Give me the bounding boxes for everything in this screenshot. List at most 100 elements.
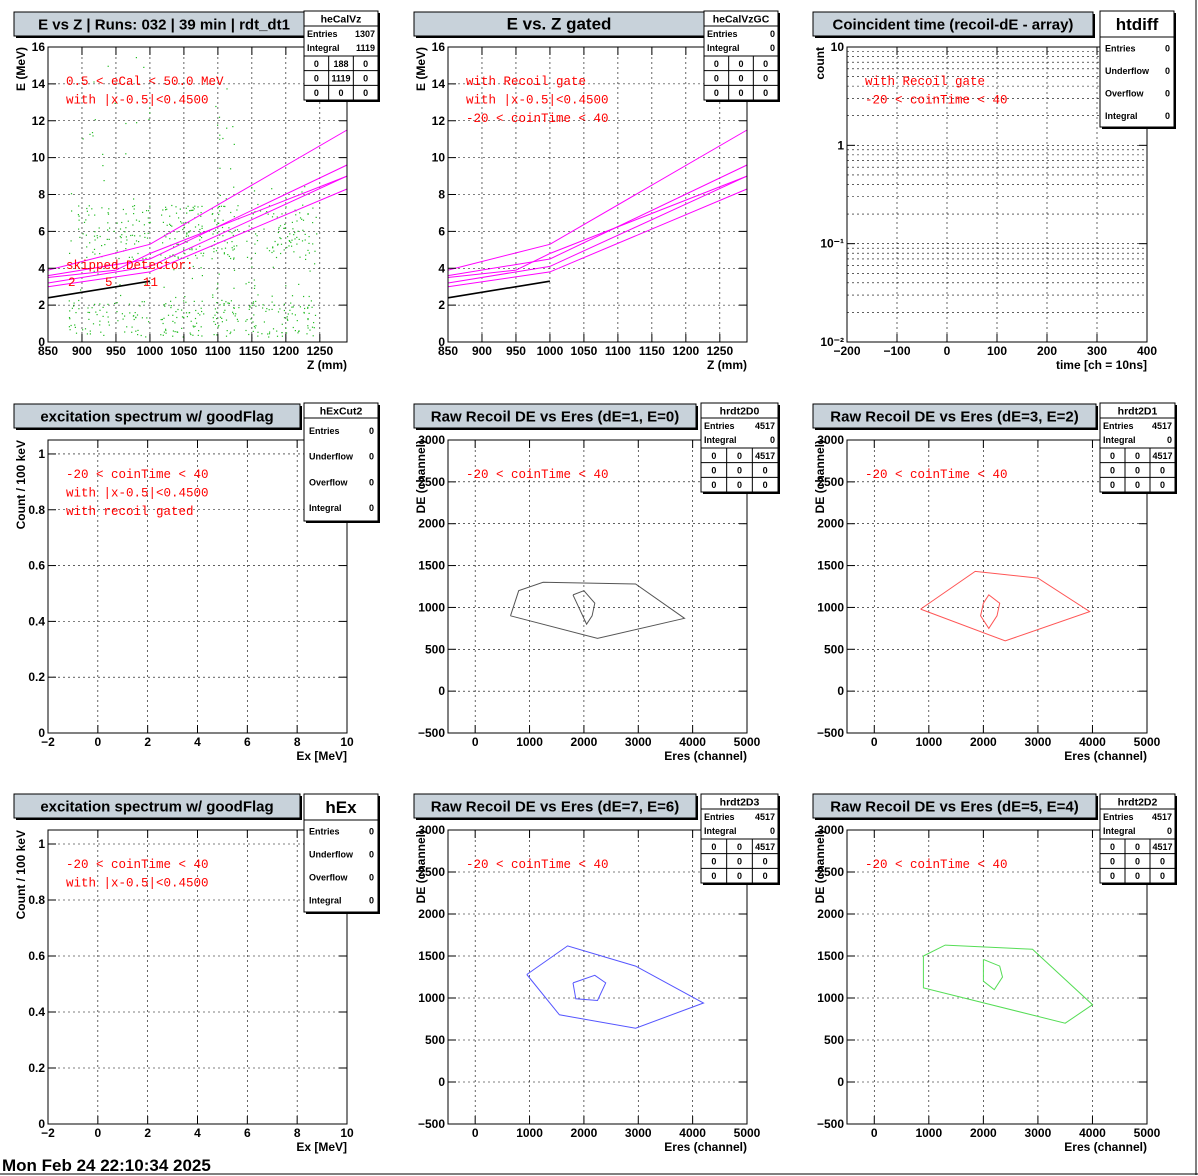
scatter-point	[285, 198, 287, 200]
annotation-text: with |x-0.5|<0.4500	[66, 877, 209, 891]
scatter-point	[281, 335, 283, 337]
scatter-point	[149, 221, 151, 223]
scatter-point	[223, 311, 225, 313]
scatter-point	[305, 254, 307, 256]
series-line-1	[47, 129, 348, 271]
annotation-text: with |x-0.5|<0.4500	[66, 487, 209, 501]
y-tick-label: 3000	[418, 433, 445, 447]
scatter-point	[249, 305, 251, 307]
x-tick-label: 1200	[672, 344, 699, 358]
scatter-point	[167, 314, 170, 316]
scatter-point	[238, 307, 240, 309]
scatter-point	[107, 222, 109, 224]
stats-cell: 0	[1135, 871, 1140, 881]
stats-cell: 0	[711, 842, 716, 852]
chart-title-box: E vs. Z gated	[413, 11, 706, 38]
scatter-point	[283, 227, 285, 229]
stats-label: Integral	[1103, 435, 1136, 445]
y-tick-label: 8	[38, 188, 45, 202]
scatter-point	[201, 300, 203, 302]
scatter-point	[284, 223, 286, 225]
y-tick-label: 10⁻¹	[820, 237, 844, 251]
scatter-point	[268, 333, 271, 335]
x-tick-label: 2000	[571, 1126, 598, 1140]
scatter-point	[217, 283, 219, 285]
scatter-point	[276, 330, 278, 332]
scatter-point	[177, 308, 179, 311]
y-tick-label: 2000	[418, 907, 445, 921]
scatter-point	[138, 220, 140, 222]
scatter-point	[195, 309, 197, 312]
y-tick-label: 1000	[817, 600, 844, 614]
scatter-point	[165, 329, 167, 332]
scatter-point	[266, 308, 268, 310]
series-line-2	[572, 590, 596, 626]
scatter-point	[166, 224, 168, 226]
scatter-point	[91, 307, 93, 309]
scatter-point	[74, 326, 76, 328]
scatter-point	[190, 333, 192, 336]
scatter-point	[91, 132, 94, 134]
x-tick-label: 4	[194, 1126, 201, 1140]
scatter-point	[233, 307, 235, 309]
scatter-point	[75, 312, 77, 314]
scatter-point	[229, 332, 231, 335]
scatter-point	[128, 256, 130, 258]
scatter-point	[214, 323, 217, 325]
stats-cell: 0	[763, 74, 768, 84]
x-tick-label: 300	[1087, 344, 1107, 358]
annotation-text: with Recoil gate	[865, 75, 985, 89]
scatter-point	[230, 211, 232, 214]
stats-cell: 0	[1160, 480, 1165, 490]
scatter-point	[165, 209, 167, 211]
stats-label: Integral	[707, 43, 740, 53]
y-tick-label: 10	[32, 151, 46, 165]
scatter-point	[304, 239, 306, 241]
series-lines	[920, 570, 1091, 642]
series-line-6	[447, 280, 551, 299]
stats-box: htdiff Entries 0 Underflow 0 Overflow 0 Integra…	[1099, 10, 1176, 129]
scatter-point	[245, 329, 247, 332]
scatter-point	[169, 238, 171, 240]
scatter-point	[131, 234, 134, 236]
y-tick-label: 2000	[418, 517, 445, 531]
annotation-text: -20 < coinTime < 40	[865, 468, 1008, 482]
scatter-point	[142, 261, 144, 263]
scatter-point	[69, 310, 71, 312]
scatter-point	[218, 116, 221, 118]
stats-value: 1119	[356, 43, 375, 53]
stats-label: Integral	[704, 826, 737, 836]
scatter-point	[283, 317, 286, 319]
panel-1: 850 900 950 1000 1050 1100 1150 1200 12500246810…	[13, 10, 380, 372]
scatter-point	[78, 308, 80, 310]
scatter-point	[277, 244, 279, 246]
stats-cell: 0	[737, 871, 742, 881]
y-tick-label: 2500	[817, 475, 844, 489]
scatter-point	[223, 304, 225, 306]
scatter-point	[219, 167, 221, 169]
scatter-point	[73, 302, 75, 304]
y-tick-label: −500	[817, 726, 844, 740]
scatter-point	[106, 238, 108, 240]
scatter-point	[199, 232, 201, 234]
scatter-point	[173, 246, 175, 248]
y-tick-label: 1500	[418, 559, 445, 573]
x-axis-title: Eres (channel)	[1064, 1140, 1147, 1154]
scatter-point	[181, 309, 183, 311]
scatter-point	[124, 231, 126, 233]
stats-cell: 0	[738, 59, 743, 69]
stats-value: 4517	[1152, 812, 1172, 822]
stats-label: Entries	[707, 29, 738, 39]
scatter-point	[116, 222, 118, 224]
stats-label: Overflow	[1105, 88, 1145, 98]
x-axis-title: time [ch = 10ns]	[1056, 358, 1147, 372]
scatter-point	[218, 273, 220, 275]
y-tick-label: 0.4	[28, 1005, 45, 1019]
scatter-point	[289, 240, 291, 242]
scatter-point	[288, 240, 290, 242]
stats-value: 0	[770, 43, 775, 53]
scatter-point	[194, 205, 196, 207]
stats-label: Entries	[309, 827, 340, 837]
scatter-point	[148, 210, 150, 212]
scatter-point	[119, 235, 121, 238]
